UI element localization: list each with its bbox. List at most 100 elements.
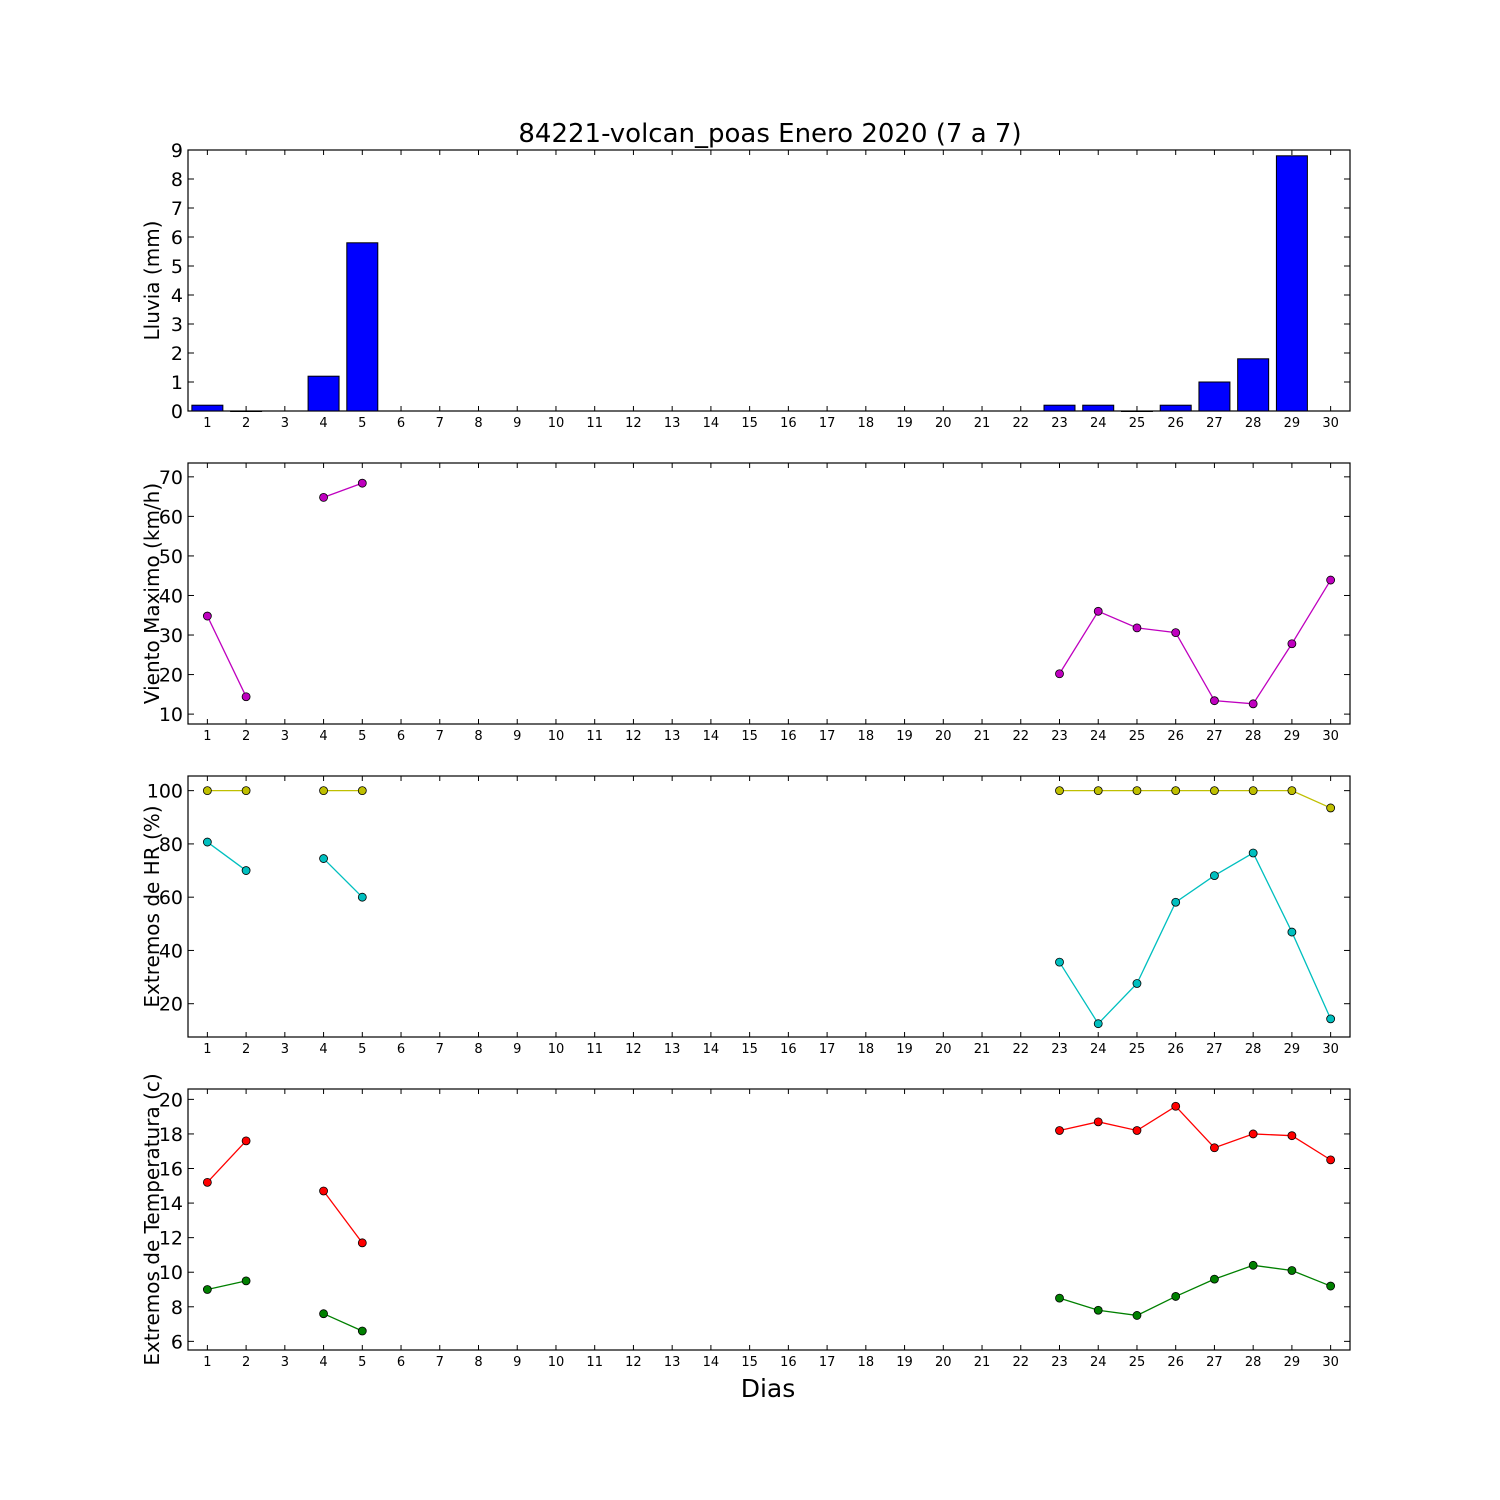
plot-frame: [187, 149, 1351, 412]
chart-panels: 1 2 3 4 5 6 7 8 9 10 11 12 13 14 15 16 17 18 19 20 21 22 23 24 2…: [140, 140, 1351, 1370]
series-1-point-day-1: [202, 837, 212, 847]
x-tick-label: 8: [474, 416, 482, 431]
series-0-line: [323, 482, 363, 499]
series-0-point-day-23: [1055, 669, 1064, 679]
series-1-point-day-5: [357, 1326, 367, 1336]
series-0-point-day-5: [357, 1238, 367, 1248]
x-tick-label: 6: [397, 729, 405, 744]
x-tick-label: 20: [935, 1355, 952, 1370]
y-tick-label: 3: [171, 314, 183, 336]
series-1-line: [1059, 1264, 1331, 1317]
x-tick-label: 4: [319, 416, 327, 431]
series-0-point-day-30: [1326, 803, 1336, 813]
y-tick-label: 12: [159, 1228, 183, 1250]
x-tick-label: 15: [741, 729, 758, 744]
series-1-point-day-26: [1171, 1292, 1181, 1301]
x-tick-label: 13: [664, 729, 681, 744]
x-tick-label: 19: [896, 1355, 913, 1370]
x-tick-label: 24: [1090, 729, 1107, 744]
x-tick-label: 7: [436, 729, 444, 744]
y-tick-label: 20: [159, 994, 183, 1016]
series-0-point-day-2: [241, 786, 251, 796]
chart-title: 84221-volcan_poas Enero 2020 (7 a 7): [518, 119, 1021, 149]
series-0-point-day-27: [1210, 786, 1219, 796]
x-axis-label: Dias: [741, 1374, 796, 1403]
x-tick-label: 2: [242, 416, 250, 431]
x-tick-label: 30: [1322, 1355, 1339, 1370]
x-tick-label: 4: [319, 1042, 327, 1057]
x-tick-label: 14: [703, 729, 720, 744]
x-tick-label: 28: [1245, 416, 1262, 431]
x-tick-label: 23: [1051, 416, 1068, 431]
x-tick-label: 20: [935, 729, 952, 744]
bar-day-26: [1159, 404, 1192, 412]
x-tick-label: 13: [664, 416, 681, 431]
y-axis-label: Extremos de HR (%): [140, 805, 164, 1007]
x-tick-label: 10: [548, 729, 565, 744]
plot-frame: [187, 775, 1351, 1038]
y-tick-label: 60: [159, 506, 183, 528]
series-0-line: [1058, 579, 1332, 705]
series-0-line: [1059, 1105, 1331, 1161]
x-tick-label: 3: [281, 1355, 289, 1370]
x-tick-label: 29: [1284, 1042, 1301, 1057]
x-tick-label: 13: [664, 1355, 681, 1370]
y-tick-label: 10: [159, 1262, 183, 1284]
y-tick-label: 6: [171, 227, 183, 249]
x-tick-label: 1: [203, 729, 211, 744]
x-tick-label: 10: [548, 416, 565, 431]
x-tick-label: 17: [819, 416, 836, 431]
bar-day-1: [191, 404, 224, 412]
series-0-line: [206, 1140, 247, 1183]
y-tick-label: 9: [171, 140, 183, 162]
x-tick-label: 14: [703, 416, 720, 431]
y-tick-label: 30: [159, 625, 183, 647]
x-tick-label: 13: [664, 1042, 681, 1057]
y-tick-label: 40: [159, 585, 183, 607]
x-tick-label: 8: [474, 1355, 482, 1370]
x-tick-label: 18: [858, 1355, 875, 1370]
series-0-point-day-4: [319, 786, 328, 796]
x-tick-label: 12: [625, 1042, 642, 1057]
x-tick-label: 21: [974, 729, 991, 744]
series-0-point-day-4: [319, 493, 328, 502]
series-0-point-day-25: [1132, 786, 1142, 796]
series-0-point-day-1: [202, 611, 212, 621]
x-tick-label: 11: [586, 416, 603, 431]
x-tick-label: 3: [281, 729, 289, 744]
series-0-point-day-26: [1171, 628, 1181, 638]
series-1-line: [323, 1313, 363, 1332]
series-1-point-day-29: [1287, 927, 1297, 937]
x-tick-label: 22: [1012, 1042, 1029, 1057]
series-1-line: [207, 1280, 247, 1291]
x-tick-label: 11: [586, 729, 603, 744]
series-0-point-day-29: [1287, 786, 1297, 796]
series-0-point-day-1: [202, 1177, 212, 1187]
x-tick-label: 23: [1051, 1355, 1068, 1370]
x-tick-label: 26: [1167, 729, 1184, 744]
x-tick-label: 7: [436, 416, 444, 431]
series-1-point-day-5: [357, 892, 367, 902]
series-1-point-day-2: [241, 866, 251, 875]
x-tick-label: 2: [242, 1042, 250, 1057]
x-tick-label: 24: [1090, 1355, 1107, 1370]
x-tick-label: 19: [896, 729, 913, 744]
x-tick-label: 10: [548, 1355, 565, 1370]
series-1-point-day-4: [319, 1309, 328, 1319]
x-tick-label: 17: [819, 1042, 836, 1057]
x-tick-label: 29: [1284, 416, 1301, 431]
x-tick-label: 6: [397, 1042, 405, 1057]
x-tick-label: 11: [586, 1355, 603, 1370]
x-tick-label: 9: [513, 729, 521, 744]
series-0-line: [1059, 789, 1331, 809]
y-tick-label: 0: [171, 401, 183, 423]
x-tick-label: 15: [741, 416, 758, 431]
panel-hr: 1 2 3 4 5 6 7 8 9 10 11 12 13 14 15 16 17 18 19 20 21 22 23 24 2…: [140, 775, 1351, 1057]
x-tick-label: 14: [703, 1355, 720, 1370]
x-tick-label: 3: [281, 416, 289, 431]
series-1-point-day-2: [241, 1276, 251, 1286]
series-0-point-day-5: [357, 786, 367, 796]
y-tick-label: 20: [159, 665, 183, 687]
panel-temp: 1 2 3 4 5 6 7 8 9 10 11 12 13 14 15 16 17 18 19 20 21 22 23 24 2…: [140, 1073, 1351, 1370]
